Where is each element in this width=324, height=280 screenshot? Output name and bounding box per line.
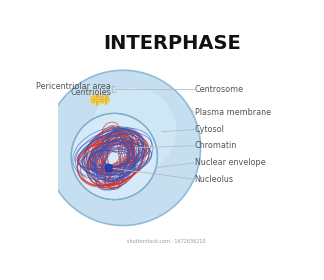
Circle shape [45,70,201,225]
Text: Nuclear envelope: Nuclear envelope [194,158,265,167]
Text: Plasma membrane: Plasma membrane [194,108,271,117]
Circle shape [91,88,176,173]
Text: shutterstock.com · 1672636210: shutterstock.com · 1672636210 [127,239,205,244]
Text: INTERPHASE: INTERPHASE [104,34,241,53]
Circle shape [98,93,110,105]
Circle shape [89,92,103,107]
Text: Centrioles: Centrioles [70,88,111,97]
Circle shape [105,164,113,172]
Text: Pericentriolar area: Pericentriolar area [36,82,111,91]
Circle shape [103,97,107,101]
Text: Cytosol: Cytosol [194,125,225,134]
Circle shape [94,97,98,102]
Text: Chromatin: Chromatin [194,141,237,150]
Text: Centrosome: Centrosome [194,85,244,94]
Text: Nucleolus: Nucleolus [194,175,234,184]
Circle shape [71,113,157,200]
